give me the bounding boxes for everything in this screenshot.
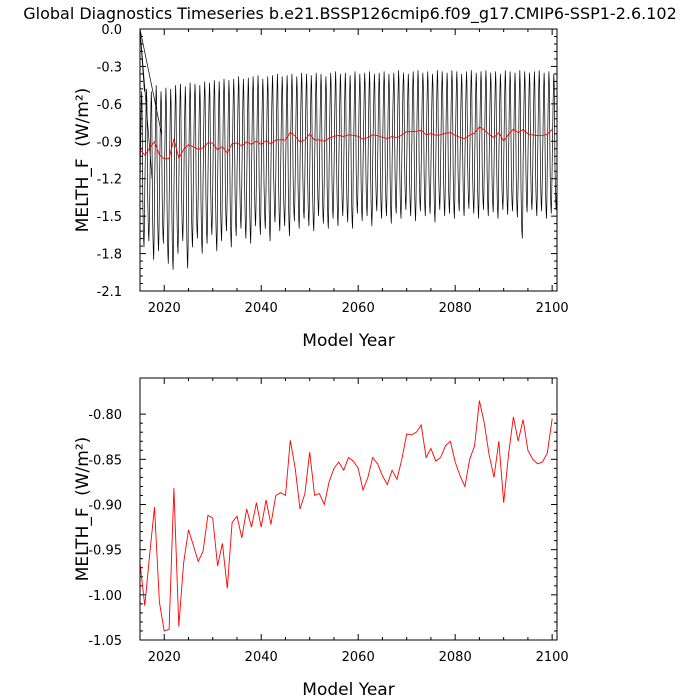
top-panel: 2020 2040 2060 2080 2100 0.0 -0.3 -0.6 -0.9 -1.2 -…	[73, 23, 569, 351]
y-tick-label: -1.05	[88, 634, 122, 649]
bottom-panel: 2020 2040 2060 2080 2100 -0.80 -0.85 -0.90 -0.95…	[73, 377, 569, 700]
bottom-panel-tick-labels: 2020 2040 2060 2080 2100 -0.80 -0.85 -0.90 -0.95…	[88, 408, 568, 665]
y-tick-label: -1.2	[97, 173, 122, 188]
y-tick-label: -1.5	[97, 210, 122, 225]
x-tick-label: 2060	[342, 301, 375, 316]
monthly-series-line	[139, 29, 557, 270]
bottom-y-axis-label-unit: (W/m²)	[73, 437, 93, 496]
y-tick-label: -1.8	[97, 248, 122, 263]
x-tick-label: 2020	[148, 301, 181, 316]
x-tick-label: 2040	[245, 301, 278, 316]
top-y-axis-label: MELTH_F (W/m²)	[73, 88, 93, 233]
x-tick-label: 2080	[439, 650, 472, 665]
top-y-axis-label-name: MELTH_F	[73, 158, 93, 232]
x-tick-label: 2040	[245, 650, 278, 665]
top-panel-series	[139, 28, 557, 270]
top-x-axis-label: Model Year	[302, 331, 394, 351]
x-tick-label: 2060	[342, 650, 375, 665]
bottom-y-axis-label-name: MELTH_F	[73, 507, 93, 581]
y-tick-label: -1.00	[88, 589, 122, 604]
y-tick-label: -2.1	[97, 285, 122, 300]
bottom-panel-series	[139, 400, 553, 632]
y-tick-label: -0.85	[88, 453, 122, 468]
y-tick-label: 0.0	[101, 23, 122, 38]
bottom-panel-frame	[139, 377, 558, 641]
bottom-x-axis-label: Model Year	[302, 680, 394, 700]
bottom-y-axis-label: MELTH_F (W/m²)	[73, 437, 93, 582]
x-tick-label: 2100	[536, 301, 569, 316]
chart-title: Global Diagnostics Timeseries b.e21.BSSP…	[23, 4, 677, 24]
top-panel-frame	[139, 28, 558, 292]
x-tick-label: 2080	[439, 301, 472, 316]
y-tick-label: -0.90	[88, 498, 122, 513]
x-tick-label: 2100	[536, 650, 569, 665]
bottom-panel-ticks	[139, 378, 557, 641]
x-tick-label: 2020	[148, 650, 181, 665]
y-tick-label: -0.6	[97, 98, 122, 113]
y-tick-label: -0.3	[97, 60, 122, 75]
top-y-axis-label-unit: (W/m²)	[73, 88, 93, 147]
y-tick-label: -0.95	[88, 544, 122, 559]
annual-mean-series-line	[139, 400, 553, 632]
annual-mean-series-line	[139, 126, 553, 160]
top-panel-tick-labels: 2020 2040 2060 2080 2100 0.0 -0.3 -0.6 -0.9 -1.2 -…	[97, 23, 569, 316]
y-tick-label: -0.80	[88, 408, 122, 423]
y-tick-label: -0.9	[97, 135, 122, 150]
